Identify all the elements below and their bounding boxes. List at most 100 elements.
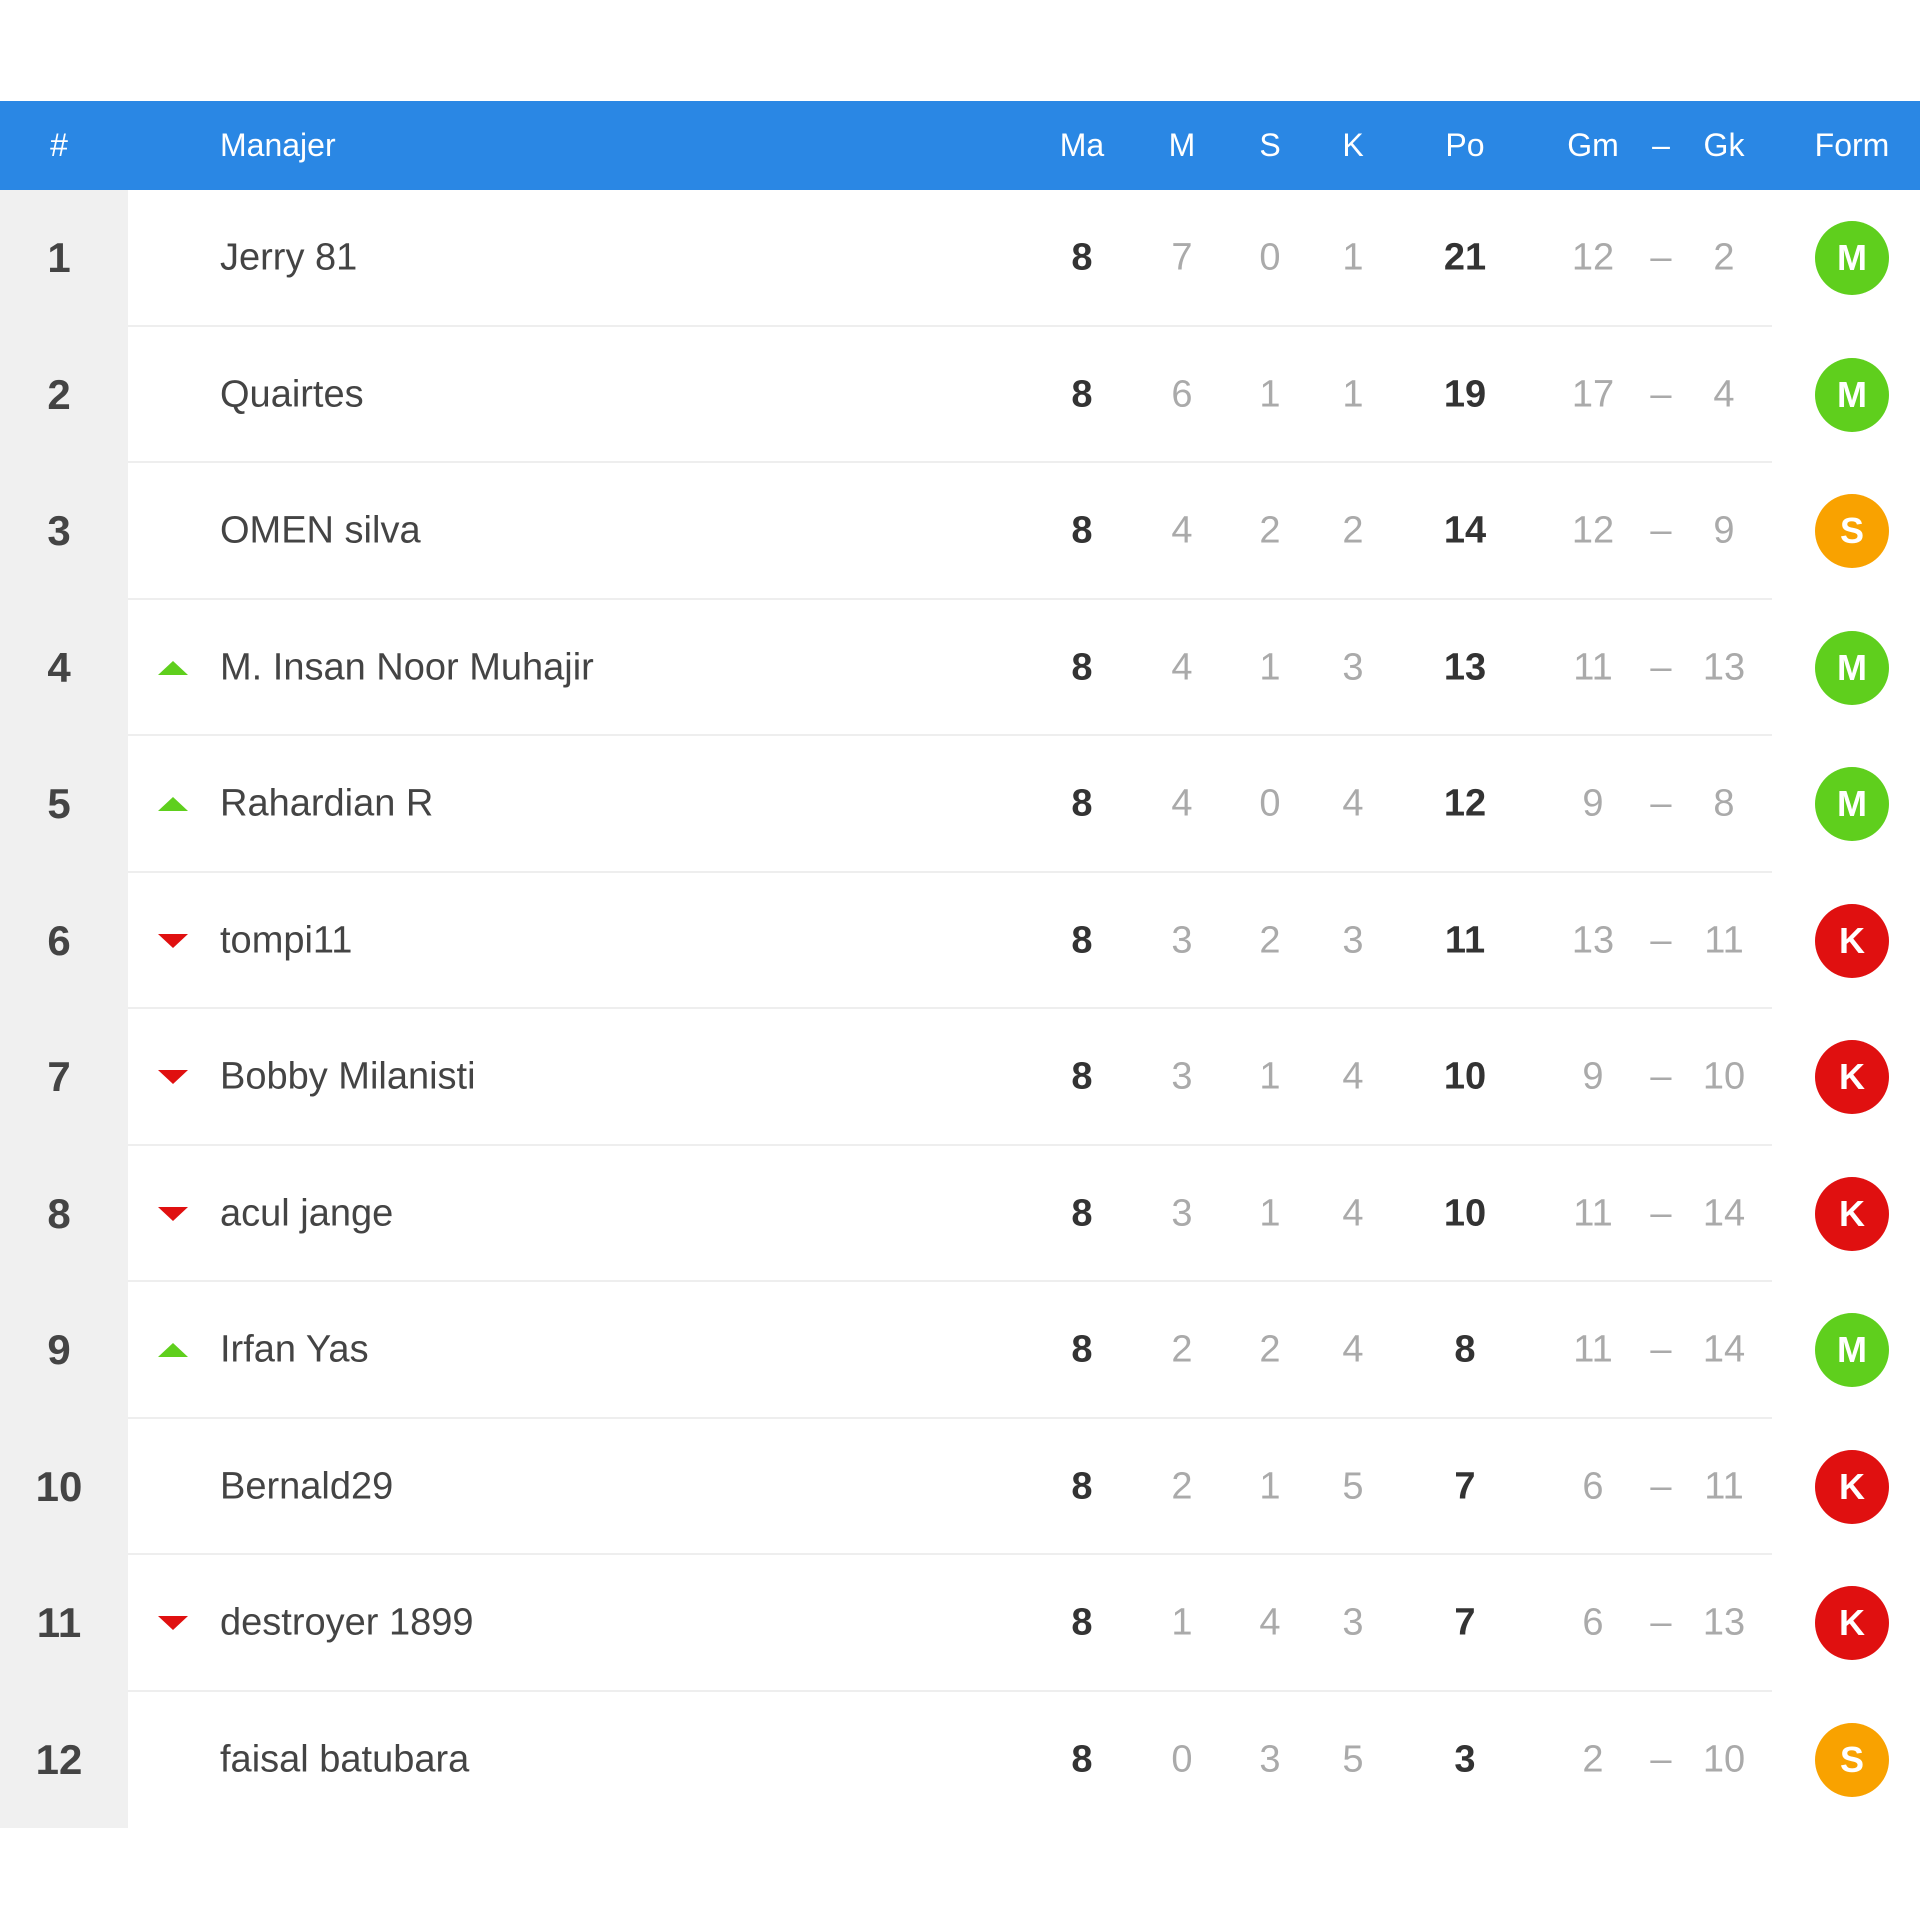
- table-row[interactable]: 4 M. Insan Noor Muhajir 8 4 1 3 13 11–13 M: [0, 599, 1920, 736]
- table-header: # Manajer Ma M S K Po Gm – Gk Form: [0, 101, 1920, 190]
- wins-cell: 1: [1171, 1601, 1193, 1644]
- header-draws[interactable]: S: [1259, 127, 1281, 163]
- played-cell: 8: [1071, 919, 1093, 962]
- goals-separator: –: [1650, 919, 1672, 962]
- manager-name[interactable]: Jerry 81: [220, 236, 358, 279]
- goals-separator: –: [1650, 373, 1672, 416]
- goals-separator: –: [1650, 1055, 1672, 1098]
- rank-cell: 2: [0, 326, 128, 463]
- header-wins[interactable]: M: [1168, 127, 1196, 163]
- goals-against-cell: 14: [1702, 1192, 1746, 1235]
- rank-number: 7: [47, 1053, 71, 1101]
- table-row[interactable]: 11 destroyer 1899 8 1 4 3 7 6 –13 K: [0, 1555, 1920, 1692]
- goals-against-cell: 13: [1702, 1601, 1746, 1644]
- rank-cell: 6: [0, 872, 128, 1009]
- manager-name[interactable]: Quairtes: [220, 373, 364, 416]
- played-cell: 8: [1071, 236, 1093, 279]
- form-badge: M: [1815, 1313, 1889, 1388]
- wins-cell: 3: [1171, 1192, 1193, 1235]
- header-rank: #: [50, 127, 68, 163]
- manager-name[interactable]: tompi11: [220, 919, 353, 962]
- manager-name[interactable]: M. Insan Noor Muhajir: [220, 646, 594, 689]
- goals-for-cell: 2: [1582, 1738, 1604, 1781]
- trend-down-icon: [158, 1206, 188, 1221]
- table-row[interactable]: 6 tompi11 8 3 2 3 11 13–11 K: [0, 872, 1920, 1009]
- rank-cell: 11: [0, 1555, 128, 1692]
- manager-name[interactable]: Bobby Milanisti: [220, 1055, 476, 1098]
- wins-cell: 2: [1171, 1465, 1193, 1508]
- losses-cell: 4: [1342, 1328, 1364, 1371]
- manager-name[interactable]: Bernald29: [220, 1465, 394, 1508]
- trend-up-icon: [158, 797, 188, 812]
- row-divider: [128, 1280, 1772, 1282]
- rank-cell: 12: [0, 1691, 128, 1828]
- draws-cell: 1: [1259, 1055, 1281, 1098]
- row-divider: [128, 1416, 1772, 1419]
- table-row[interactable]: 12 faisal batubara 8 0 3 5 3 2 –10 S: [0, 1691, 1920, 1828]
- header-goals-against[interactable]: Gk: [1703, 127, 1745, 163]
- form-badge: M: [1815, 767, 1889, 842]
- rank-cell: 3: [0, 463, 128, 600]
- rank-number: 5: [47, 780, 71, 828]
- goals-separator: –: [1650, 1192, 1672, 1235]
- played-cell: 8: [1071, 509, 1093, 552]
- points-cell: 10: [1443, 1055, 1487, 1098]
- goals-separator: –: [1650, 1738, 1672, 1781]
- goals-separator: –: [1650, 646, 1672, 689]
- manager-name[interactable]: destroyer 1899: [220, 1601, 474, 1644]
- manager-name[interactable]: acul jange: [220, 1192, 394, 1235]
- wins-cell: 7: [1171, 236, 1193, 279]
- manager-name[interactable]: OMEN silva: [220, 509, 421, 552]
- losses-cell: 5: [1342, 1738, 1364, 1781]
- table-body: 1 Jerry 81 8 7 0 1 21 12–2 M 2 Quairtes 8 6 1 1 19 17–4 M…: [0, 190, 1920, 1828]
- points-cell: 12: [1443, 782, 1487, 825]
- table-row[interactable]: 1 Jerry 81 8 7 0 1 21 12–2 M: [0, 190, 1920, 327]
- goals-separator: –: [1650, 1328, 1672, 1371]
- wins-cell: 3: [1171, 1055, 1193, 1098]
- draws-cell: 0: [1259, 236, 1281, 279]
- points-cell: 14: [1443, 509, 1487, 552]
- rank-cell: 9: [0, 1282, 128, 1419]
- goals-for-cell: 11: [1573, 646, 1613, 689]
- manager-name[interactable]: faisal batubara: [220, 1738, 470, 1781]
- table-row[interactable]: 9 Irfan Yas 8 2 2 4 8 11–14 M: [0, 1282, 1920, 1419]
- header-manager[interactable]: Manajer: [220, 127, 336, 163]
- rank-cell: 10: [0, 1418, 128, 1555]
- trend-down-icon: [158, 1616, 188, 1631]
- rank-number: 6: [47, 916, 71, 964]
- rank-number: 12: [35, 1735, 83, 1783]
- points-cell: 13: [1443, 646, 1487, 689]
- manager-name[interactable]: Rahardian R: [220, 782, 434, 825]
- played-cell: 8: [1071, 1601, 1093, 1644]
- header-points[interactable]: Po: [1445, 127, 1485, 163]
- wins-cell: 0: [1171, 1738, 1193, 1781]
- goals-against-cell: 2: [1713, 236, 1735, 279]
- goals-for-cell: 17: [1571, 373, 1615, 416]
- points-cell: 7: [1454, 1465, 1476, 1508]
- table-row[interactable]: 3 OMEN silva 8 4 2 2 14 12–9 S: [0, 463, 1920, 600]
- losses-cell: 2: [1342, 509, 1364, 552]
- form-badge: K: [1815, 1176, 1889, 1251]
- goals-separator: –: [1650, 509, 1672, 552]
- header-played[interactable]: Ma: [1059, 127, 1105, 163]
- goals-for-cell: 11: [1573, 1192, 1613, 1235]
- header-losses[interactable]: K: [1342, 127, 1364, 163]
- header-goals-for[interactable]: Gm: [1567, 127, 1619, 163]
- played-cell: 8: [1071, 1192, 1093, 1235]
- table-row[interactable]: 8 acul jange 8 3 1 4 10 11–14 K: [0, 1145, 1920, 1282]
- row-divider: [128, 461, 1772, 463]
- manager-name[interactable]: Irfan Yas: [220, 1328, 369, 1371]
- goals-against-cell: 11: [1704, 919, 1744, 962]
- draws-cell: 4: [1259, 1601, 1281, 1644]
- table-row[interactable]: 10 Bernald29 8 2 1 5 7 6 –11 K: [0, 1418, 1920, 1555]
- form-badge: K: [1815, 1586, 1889, 1661]
- table-row[interactable]: 7 Bobby Milanisti 8 3 1 4 10 9–10 K: [0, 1009, 1920, 1146]
- form-badge: M: [1815, 221, 1889, 296]
- goals-against-cell: 8: [1713, 782, 1735, 825]
- table-row[interactable]: 5 Rahardian R 8 4 0 4 12 9–8 M: [0, 736, 1920, 873]
- trend-down-icon: [158, 1070, 188, 1085]
- rank-number: 9: [47, 1326, 71, 1374]
- form-badge: K: [1815, 1449, 1889, 1524]
- table-row[interactable]: 2 Quairtes 8 6 1 1 19 17–4 M: [0, 326, 1920, 463]
- goals-against-cell: 9: [1713, 509, 1735, 552]
